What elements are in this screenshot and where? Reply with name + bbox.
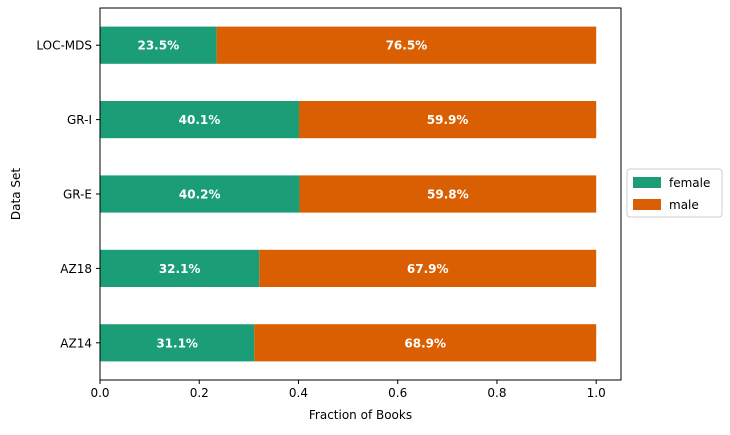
legend-label-male: male xyxy=(669,198,699,212)
x-tick-label: 0.8 xyxy=(487,386,506,400)
data-label-female-gr-e: 40.2% xyxy=(179,188,221,202)
y-tick-label: AZ18 xyxy=(60,262,92,276)
data-label-female-loc-mds: 23.5% xyxy=(137,39,179,53)
x-tick-label: 0.6 xyxy=(388,386,407,400)
y-tick-label: GR-E xyxy=(63,188,92,202)
y-tick-label: LOC-MDS xyxy=(36,39,92,53)
data-label-male-gr-i: 59.9% xyxy=(427,113,469,127)
legend: female male xyxy=(626,168,723,218)
bar-female-az18 xyxy=(100,249,260,287)
bar-female-az14 xyxy=(100,324,255,362)
bar-male-az14 xyxy=(254,324,597,362)
legend-swatch-male xyxy=(633,199,661,210)
bar-female-gr-i xyxy=(100,101,299,139)
y-axis: AZ14 AZ18 GR-E GR-I LOC-MDS xyxy=(36,39,100,350)
bar-female-loc-mds xyxy=(100,26,217,64)
data-label-male-az14: 68.9% xyxy=(404,336,446,350)
bar-male-gr-e xyxy=(299,175,597,213)
bar-male-az18 xyxy=(259,249,597,287)
data-label-female-gr-i: 40.1% xyxy=(179,113,221,127)
data-labels-group: 31.1% 68.9% 32.1% 67.9% 40.2% 59.8% 40.1% 59.9%… xyxy=(137,39,468,351)
legend-swatch-female xyxy=(633,177,661,188)
y-axis-title: Data Set xyxy=(9,168,23,220)
x-tick-label: 1.0 xyxy=(587,386,606,400)
bar-male-gr-i xyxy=(298,101,597,139)
x-axis-title: Fraction of Books xyxy=(309,408,412,422)
data-label-male-az18: 67.9% xyxy=(407,262,449,276)
bars-group xyxy=(100,26,597,362)
y-tick-label: GR-I xyxy=(67,113,92,127)
x-tick-label: 0.0 xyxy=(90,386,109,400)
data-label-female-az18: 32.1% xyxy=(159,262,201,276)
legend-label-female: female xyxy=(669,176,710,190)
y-tick-label: AZ14 xyxy=(60,336,92,350)
data-label-male-gr-e: 59.8% xyxy=(427,188,469,202)
x-tick-label: 0.4 xyxy=(289,386,308,400)
x-tick-label: 0.2 xyxy=(190,386,209,400)
data-label-female-az14: 31.1% xyxy=(156,336,198,350)
bar-female-gr-e xyxy=(100,175,300,213)
bar-male-loc-mds xyxy=(216,26,597,64)
x-axis: 0.0 0.2 0.4 0.6 0.8 1.0 xyxy=(90,380,606,400)
data-label-male-loc-mds: 76.5% xyxy=(386,39,428,53)
